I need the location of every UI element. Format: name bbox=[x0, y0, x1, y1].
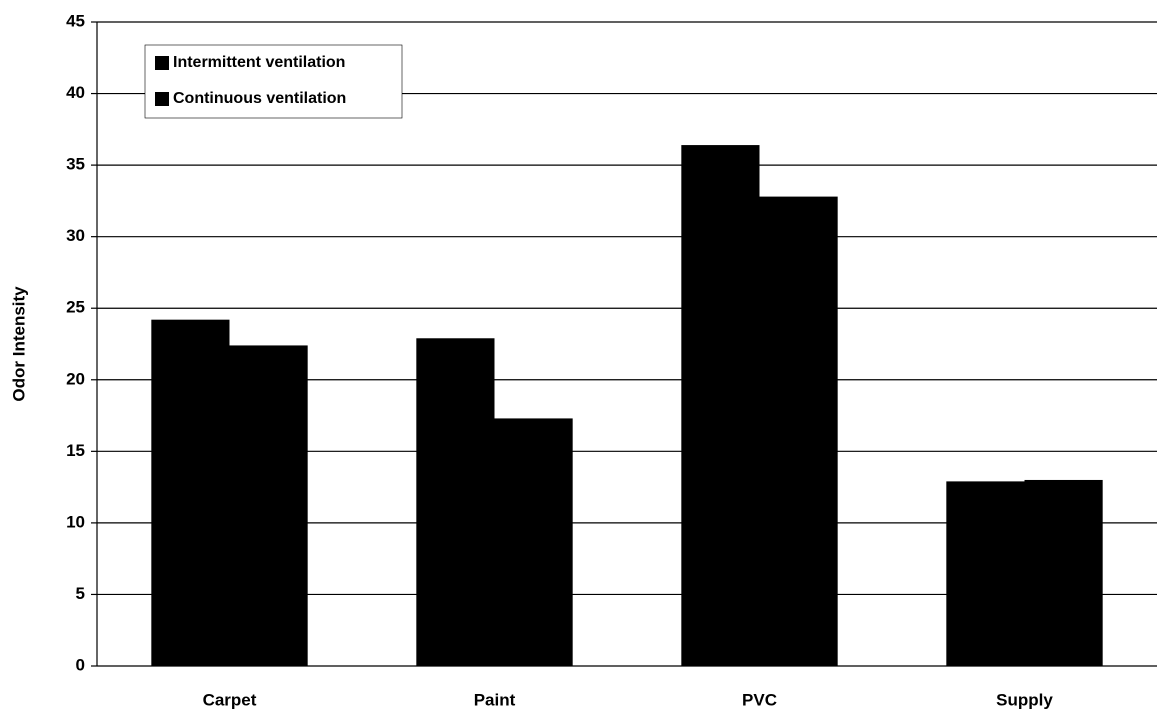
y-tick-label: 30 bbox=[66, 226, 85, 245]
x-tick-label: PVC bbox=[742, 690, 777, 709]
y-axis-label: Odor Intensity bbox=[9, 286, 28, 402]
y-tick-label: 25 bbox=[66, 298, 85, 317]
y-tick-label: 45 bbox=[66, 11, 85, 30]
y-tick-label: 35 bbox=[66, 155, 85, 174]
legend-swatch bbox=[155, 92, 169, 106]
bar bbox=[1024, 479, 1103, 666]
x-tick-label: Paint bbox=[474, 690, 516, 709]
legend-box bbox=[144, 44, 403, 119]
y-tick-label: 0 bbox=[76, 655, 85, 674]
bar bbox=[151, 319, 230, 666]
x-tick-label: Carpet bbox=[203, 690, 257, 709]
bar bbox=[229, 345, 308, 666]
y-tick-label: 40 bbox=[66, 83, 85, 102]
bar bbox=[494, 418, 573, 666]
bar bbox=[416, 338, 495, 666]
bar bbox=[681, 145, 760, 666]
y-tick-label: 20 bbox=[66, 369, 85, 388]
y-tick-label: 15 bbox=[66, 441, 85, 460]
bar bbox=[946, 481, 1025, 666]
y-tick-label: 5 bbox=[76, 584, 85, 603]
legend-swatch bbox=[155, 56, 169, 70]
legend-label: Continuous ventilation bbox=[173, 90, 346, 107]
x-tick-label: Supply bbox=[996, 690, 1053, 709]
legend-label: Intermittent ventilation bbox=[173, 54, 345, 71]
y-tick-label: 10 bbox=[66, 512, 85, 531]
bar bbox=[759, 196, 838, 666]
